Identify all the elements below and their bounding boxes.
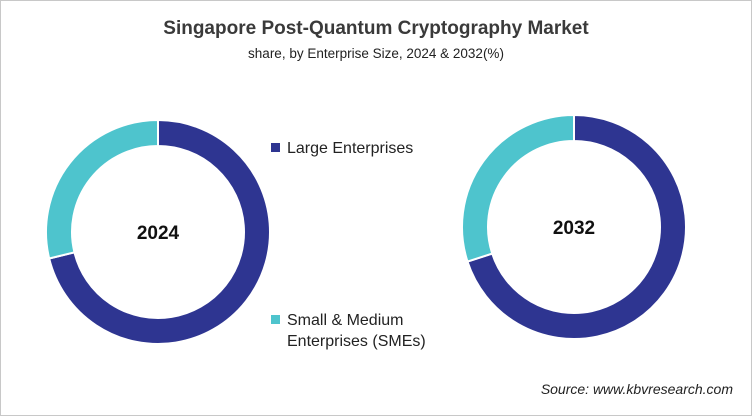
donut-center-label-2024: 2024 — [137, 223, 180, 244]
chart-subtitle: share, by Enterprise Size, 2024 & 2032(%… — [248, 46, 504, 61]
legend-swatch-smes — [271, 315, 280, 324]
legend-label-smes-line1: Small & Medium — [287, 312, 404, 329]
legend-label-large: Large Enterprises — [287, 140, 414, 157]
legend-label-smes-line2: Enterprises (SMEs) — [287, 333, 426, 350]
source-note: Source: www.kbvresearch.com — [540, 381, 733, 397]
donut-2024-slice-0 — [47, 118, 271, 345]
donut-2032-slice-1 — [461, 113, 575, 263]
chart-title: Singapore Post-Quantum Cryptography Mark… — [163, 18, 589, 39]
legend-swatch-large — [271, 143, 280, 152]
donut-center-label-2032: 2032 — [553, 218, 595, 239]
donut-2032-slice-0 — [466, 113, 687, 340]
donut-2024-slice-1 — [45, 118, 159, 260]
